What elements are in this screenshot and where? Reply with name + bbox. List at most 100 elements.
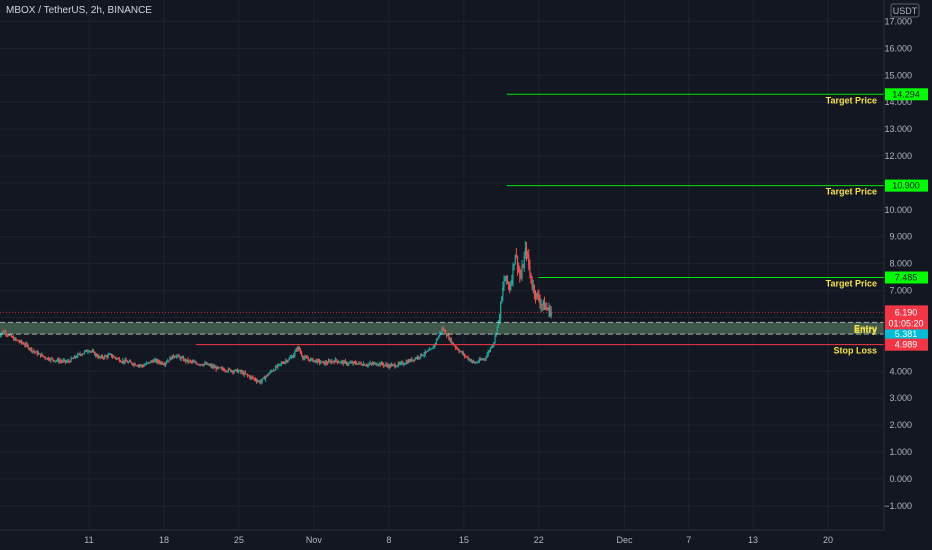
- candle-body: [464, 353, 466, 357]
- y-tick-label: −1.000: [884, 501, 912, 511]
- candle-body: [542, 301, 544, 305]
- candle-body: [344, 361, 347, 363]
- candle-body: [40, 353, 42, 357]
- candle-body: [298, 346, 300, 351]
- candle-body: [195, 361, 197, 364]
- candle-body: [396, 365, 398, 367]
- candle-body: [25, 343, 27, 346]
- candle-body: [142, 365, 144, 367]
- candle-body: [146, 362, 149, 364]
- candle-body: [149, 362, 151, 364]
- candle-body: [34, 351, 36, 353]
- candle-body: [452, 342, 454, 346]
- candle-body: [417, 356, 420, 358]
- candle-body: [112, 356, 114, 358]
- candle-body: [368, 364, 370, 366]
- candle-body: [108, 354, 110, 356]
- candle-body: [59, 360, 61, 362]
- candle-body: [314, 360, 316, 362]
- candle-body: [493, 342, 495, 345]
- candle-body: [44, 356, 46, 359]
- candle-body: [279, 363, 281, 365]
- level-label: Target Price: [826, 279, 877, 289]
- candle-body: [41, 354, 43, 357]
- candle-body: [11, 336, 14, 338]
- candle-body: [287, 360, 289, 362]
- candle-body: [42, 354, 44, 357]
- candle-body: [117, 358, 119, 360]
- candle-body: [349, 362, 351, 364]
- candle-body: [163, 364, 165, 366]
- level-label: Target Price: [826, 187, 877, 197]
- candle-body: [139, 365, 141, 367]
- candle-body: [38, 353, 41, 355]
- candle-body: [68, 361, 70, 363]
- level-label: Target Price: [826, 95, 877, 105]
- candle-body: [462, 353, 465, 355]
- y-tick-label: 0.000: [889, 474, 912, 484]
- candle-body: [443, 329, 446, 331]
- candle-body: [148, 362, 150, 364]
- candle-body: [13, 337, 15, 341]
- candle-body: [184, 359, 186, 361]
- candle-body: [154, 359, 156, 361]
- candle-body: [19, 340, 22, 342]
- candle-body: [137, 365, 140, 367]
- candle-body: [62, 360, 64, 362]
- candle-body: [486, 354, 488, 358]
- candle-body: [297, 346, 299, 350]
- candle-body: [262, 377, 264, 379]
- candle-body: [198, 364, 200, 366]
- candle-body: [549, 307, 551, 316]
- candle-body: [440, 331, 442, 333]
- candle-body: [504, 278, 506, 282]
- candle-body: [53, 360, 55, 362]
- candle-body: [171, 355, 173, 360]
- candle-body: [303, 358, 305, 360]
- candle-body: [459, 351, 461, 353]
- current-price-tag-bg: [885, 305, 928, 330]
- candle-body: [119, 361, 122, 363]
- candle-body: [22, 342, 24, 344]
- candle-body: [386, 364, 388, 366]
- candle-body: [528, 254, 530, 266]
- x-tick-label: 11: [84, 535, 93, 545]
- candle-body: [519, 270, 521, 276]
- currency-box: [890, 3, 920, 18]
- candle-body: [477, 361, 479, 363]
- candle-body: [95, 354, 97, 356]
- candle-body: [225, 370, 227, 372]
- candle-body: [307, 358, 309, 360]
- candle-body: [376, 364, 378, 366]
- candle-body: [320, 362, 322, 364]
- candle-body: [538, 295, 540, 301]
- candle-body: [4, 331, 6, 333]
- candle-body: [136, 365, 138, 367]
- candle-body: [270, 371, 272, 373]
- candle-body: [220, 367, 222, 369]
- candle-body: [58, 359, 60, 362]
- candle-body: [205, 363, 207, 365]
- candle-body: [339, 362, 341, 364]
- candle-body: [296, 349, 298, 351]
- candle-body: [252, 377, 254, 379]
- candle-body: [162, 364, 164, 366]
- candle-body: [249, 375, 251, 378]
- candle-body: [259, 380, 261, 383]
- candle-body: [124, 359, 126, 363]
- candle-body: [498, 318, 501, 321]
- candle-body: [363, 363, 366, 366]
- candle-body: [406, 361, 408, 364]
- candle-body: [356, 363, 358, 365]
- candle-body: [393, 364, 395, 366]
- candle-body: [243, 372, 245, 375]
- candle-body: [439, 332, 441, 336]
- candle-body: [85, 350, 87, 352]
- candle-body: [380, 362, 383, 365]
- candle-body: [527, 254, 529, 256]
- candle-body: [128, 361, 131, 363]
- candle-body: [539, 300, 541, 305]
